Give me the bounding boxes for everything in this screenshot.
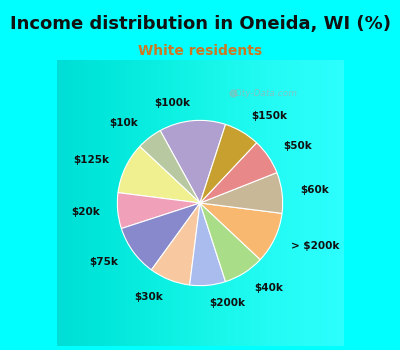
- Text: $60k: $60k: [300, 186, 329, 195]
- Wedge shape: [118, 146, 200, 203]
- Wedge shape: [160, 120, 226, 203]
- Text: $100k: $100k: [154, 98, 190, 107]
- Wedge shape: [200, 203, 260, 282]
- Wedge shape: [140, 131, 200, 203]
- Wedge shape: [190, 203, 226, 286]
- Text: $30k: $30k: [134, 292, 163, 302]
- Wedge shape: [152, 203, 200, 285]
- Text: $150k: $150k: [251, 111, 287, 121]
- Wedge shape: [200, 143, 277, 203]
- Wedge shape: [200, 203, 282, 260]
- Text: $125k: $125k: [73, 155, 109, 165]
- Text: Income distribution in Oneida, WI (%): Income distribution in Oneida, WI (%): [10, 15, 390, 34]
- Text: $200k: $200k: [210, 299, 246, 308]
- Wedge shape: [117, 193, 200, 229]
- Text: City-Data.com: City-Data.com: [234, 90, 298, 98]
- Text: $50k: $50k: [284, 141, 312, 151]
- Wedge shape: [200, 173, 283, 214]
- Text: $20k: $20k: [71, 208, 100, 217]
- Text: White residents: White residents: [138, 44, 262, 58]
- Text: $75k: $75k: [90, 257, 118, 267]
- Text: $40k: $40k: [254, 283, 283, 293]
- Wedge shape: [200, 124, 256, 203]
- Wedge shape: [121, 203, 200, 270]
- Text: $10k: $10k: [110, 118, 138, 128]
- Text: > $200k: > $200k: [291, 241, 340, 251]
